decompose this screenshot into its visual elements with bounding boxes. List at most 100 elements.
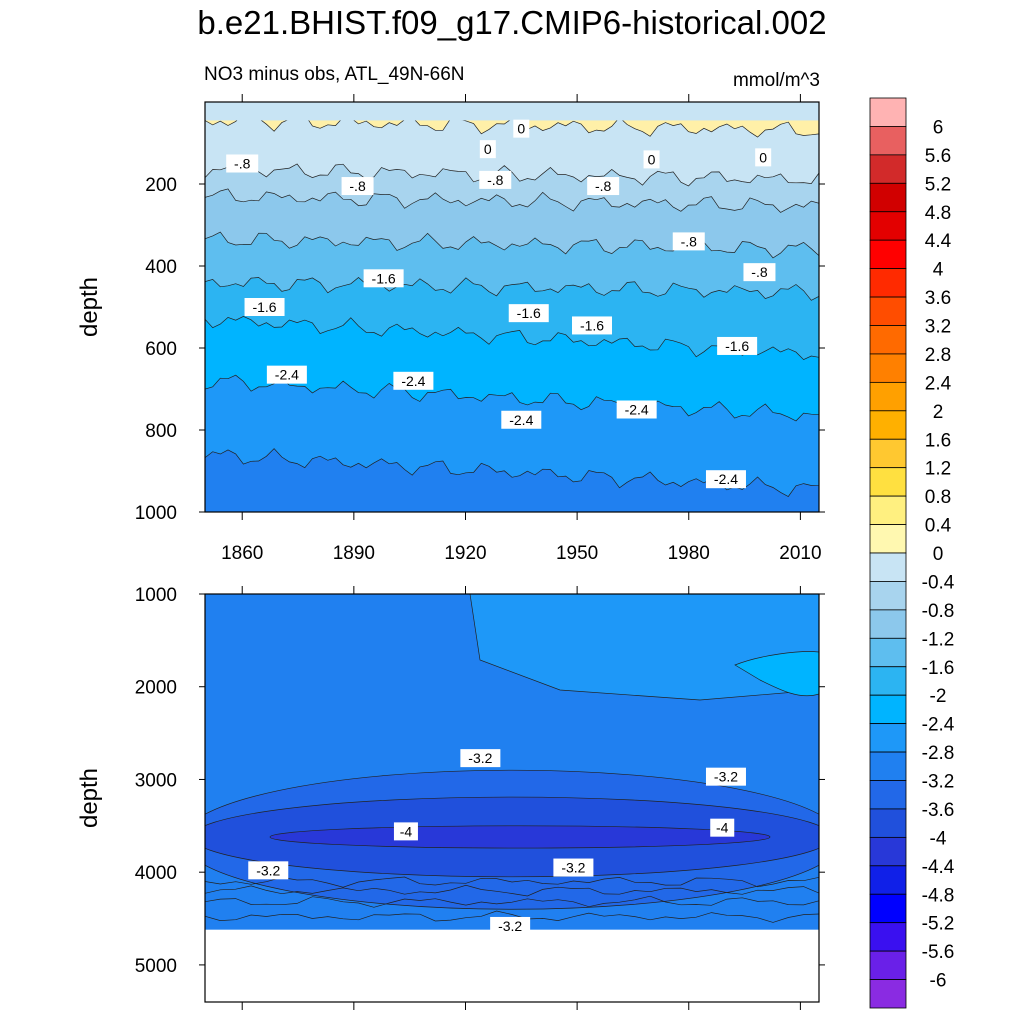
contour-label-box xyxy=(479,140,496,159)
contour-label: -.8 xyxy=(743,263,776,282)
colorbar-swatch xyxy=(869,154,907,184)
no-data-region xyxy=(205,929,819,1002)
colorbar-swatch xyxy=(869,268,907,298)
x-tick-label: 1920 xyxy=(444,543,486,564)
figure-title: b.e21.BHIST.f09_g17.CMIP6-historical.002 xyxy=(197,4,827,41)
colorbar-label: 4 xyxy=(933,260,944,281)
colorbar-swatch xyxy=(869,552,907,582)
colorbar-label: 2.8 xyxy=(925,345,951,366)
contour-label-text: 0 xyxy=(759,149,767,165)
contour-label: -1.6 xyxy=(717,336,758,355)
colorbar-swatch xyxy=(869,182,907,213)
contour-label-text: -1.6 xyxy=(580,317,604,333)
colorbar-swatch xyxy=(869,666,907,696)
colorbar-label: -1.6 xyxy=(922,658,955,679)
colorbar-label: 4.4 xyxy=(925,231,952,252)
y-tick-label: 400 xyxy=(145,257,177,278)
contour-label: 0 xyxy=(479,140,496,159)
colorbar-swatch xyxy=(869,524,907,554)
colorbar-swatch xyxy=(869,836,907,867)
contour-label-text: -3.2 xyxy=(498,918,522,934)
contour-label-box xyxy=(643,150,660,169)
contour-label-text: -1.6 xyxy=(252,299,276,315)
contour-label: -3.2 xyxy=(490,916,531,935)
contour-label-box xyxy=(587,177,620,196)
colorbar-label: -2 xyxy=(930,686,947,707)
contour-label: -4 xyxy=(710,818,735,837)
colorbar-swatch xyxy=(869,325,907,355)
y-tick-label: 5000 xyxy=(135,956,177,977)
contour-label-text: -.8 xyxy=(234,156,251,172)
y-tick-label: 600 xyxy=(145,339,177,360)
contour-label-box xyxy=(710,818,735,837)
band-bright-patch xyxy=(734,651,819,697)
contour-label-text: 0 xyxy=(517,121,525,137)
colorbar-swatch xyxy=(869,126,907,156)
colorbar-swatch xyxy=(869,637,907,668)
contour-label-box xyxy=(393,822,418,841)
contour-label-text: -.8 xyxy=(487,172,504,188)
contour-label-box xyxy=(490,916,531,935)
colorbar-swatch xyxy=(869,438,907,469)
contour-label-text: 0 xyxy=(484,141,492,157)
contour-label-box xyxy=(363,269,404,288)
contour-label-text: -3.2 xyxy=(468,750,492,766)
colorbar-swatch xyxy=(869,808,907,838)
figure-subtitle: NO3 minus obs, ATL_49N-66N xyxy=(204,64,465,85)
contour-line xyxy=(205,910,819,923)
colorbar-label: -4 xyxy=(930,828,947,849)
colorbar-label: -5.2 xyxy=(922,914,955,935)
colorbar-label: -2.8 xyxy=(922,743,955,764)
colorbar-label: -2.4 xyxy=(922,715,955,736)
colorbar-label: 1.6 xyxy=(925,430,951,451)
contour-label: -2.4 xyxy=(266,365,307,384)
colorbar-label: -5.6 xyxy=(922,942,955,963)
contour-label: -2.4 xyxy=(501,410,542,429)
colorbar-label: -0.8 xyxy=(922,601,955,622)
colorbar-swatch xyxy=(869,353,907,383)
colorbar-label: 4.8 xyxy=(925,203,951,224)
contour-label: 0 xyxy=(513,119,530,138)
contour-label-box xyxy=(755,148,772,167)
contour-label: -1.6 xyxy=(508,304,549,323)
contour-label: -3.2 xyxy=(248,861,289,880)
contour-label-box xyxy=(226,154,259,173)
colorbar-label: -4.8 xyxy=(922,885,955,906)
colorbar-label: 5.2 xyxy=(925,174,951,195)
contour-label: 0 xyxy=(755,148,772,167)
colorbar-swatch xyxy=(869,865,907,895)
contour-label: -.8 xyxy=(226,154,259,173)
x-tick-label: 1860 xyxy=(221,543,263,564)
panel-upper-frame xyxy=(204,101,820,513)
contour-label-text: -4 xyxy=(716,820,729,836)
y-tick-label: 3000 xyxy=(135,770,177,791)
contour-label: -2.4 xyxy=(393,371,434,390)
band-light-patch xyxy=(469,594,819,701)
colorbar: 6 5.6 5.2 4.8 4.4 4 3.6 3.2 2.8 2.4 2 1.6 1.2 0.8 0.4 0… xyxy=(869,97,955,1009)
contour-label-text: -2.4 xyxy=(275,367,299,383)
contour-label: -1.6 xyxy=(363,269,404,288)
contour-label-text: 0 xyxy=(648,151,656,167)
contour-label-box xyxy=(553,858,594,877)
colorbar-swatch xyxy=(869,211,907,241)
colorbar-label: 0.8 xyxy=(925,487,951,508)
colorbar-swatch xyxy=(869,893,907,924)
colorbar-swatch xyxy=(869,979,907,1009)
y-axis-label: depth xyxy=(76,768,103,828)
colorbar-swatch xyxy=(869,410,907,440)
contour-label-box xyxy=(508,304,549,323)
contour-label-box xyxy=(705,767,746,786)
contour-label-text: -4 xyxy=(400,823,413,839)
colorbar-swatch xyxy=(869,239,907,270)
contour-label: -4 xyxy=(393,822,418,841)
contour-line xyxy=(205,876,819,888)
x-tick-label: 1980 xyxy=(668,543,710,564)
contour-label-box xyxy=(705,470,746,489)
contour-label-box xyxy=(479,170,512,189)
x-tick-label: 2010 xyxy=(779,543,821,564)
contour-label: -.8 xyxy=(479,170,512,189)
colorbar-swatch xyxy=(869,467,907,497)
x-tick-label: 1890 xyxy=(333,543,375,564)
y-tick-label: 800 xyxy=(145,421,177,442)
